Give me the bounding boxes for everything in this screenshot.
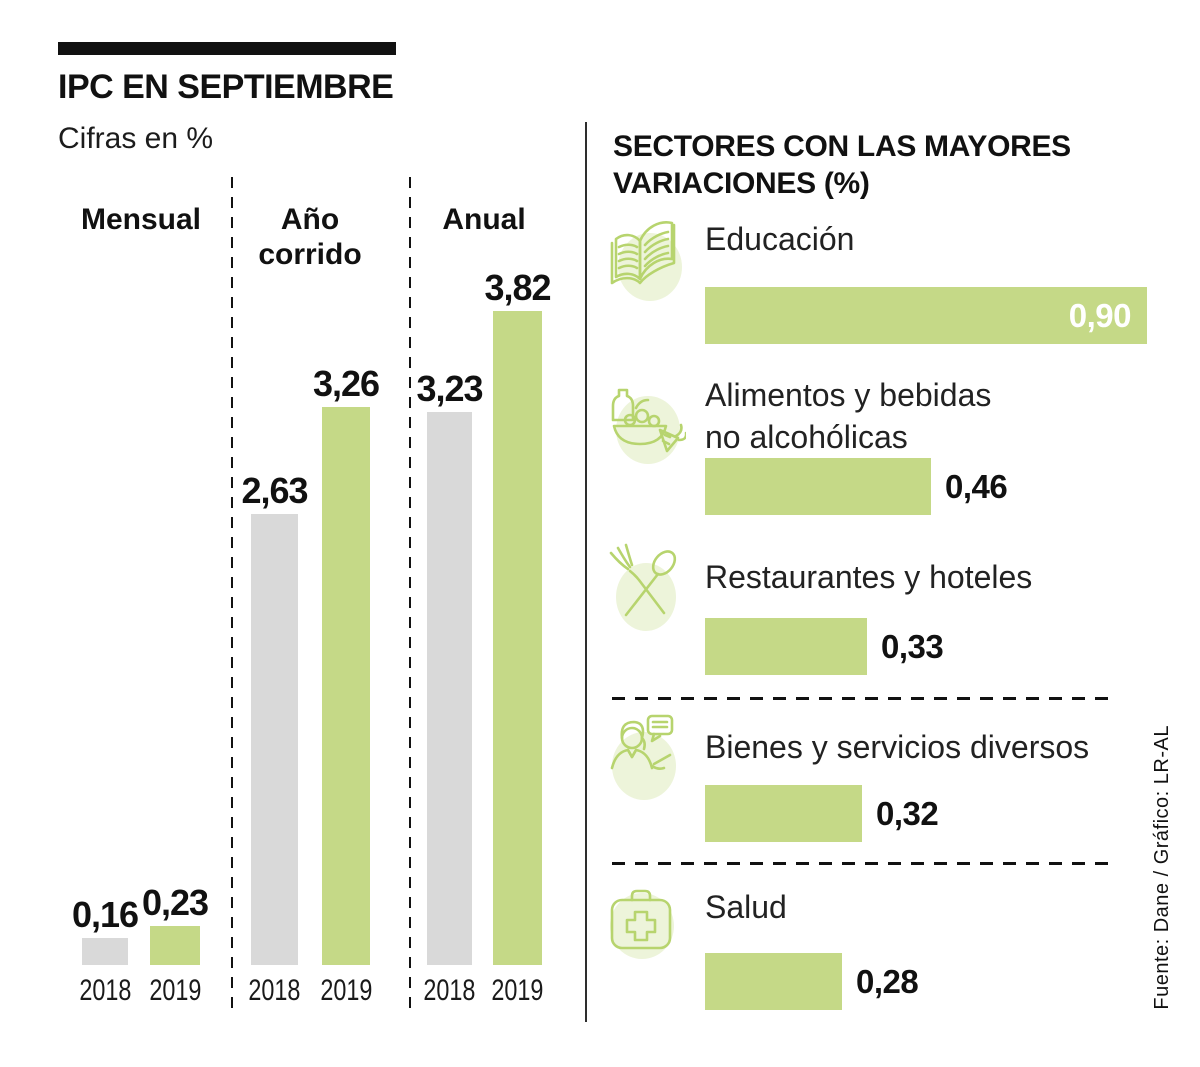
group-header-mensual: Mensual xyxy=(41,202,241,237)
sector-bar-row-alimentos: 0,46 xyxy=(705,458,1008,515)
group-header-line: Anual xyxy=(442,203,526,236)
sector-divider-dashed xyxy=(612,862,1112,865)
sectors-title-line: SECTORES CON LAS MAYORES xyxy=(613,130,1071,163)
sector-label-alimentos: Alimentos y bebidas no alcohólicas xyxy=(705,377,992,455)
sector-label-salud: Salud xyxy=(705,889,787,925)
sector-bar-row-bienes: 0,32 xyxy=(705,785,939,842)
bar-value-label: 0,23 xyxy=(141,882,209,923)
sector-divider-dashed xyxy=(612,697,1112,700)
sector-value: 0,33 xyxy=(881,627,944,665)
bar-column-mensual-2018: 0,16 2018 xyxy=(72,897,139,1007)
title-accent-bar xyxy=(58,42,396,55)
sector-bar-row-salud: 0,28 xyxy=(705,953,919,1010)
year-label: 2018 xyxy=(78,974,132,1007)
sector-bar-row-restaurantes: 0,33 xyxy=(705,618,944,675)
sector-label-bienes: Bienes y servicios diversos xyxy=(705,729,1090,765)
sector-label-restaurantes: Restaurantes y hoteles xyxy=(705,559,1033,595)
sector-bar-alimentos xyxy=(705,458,931,515)
sector-value: 0,46 xyxy=(945,467,1008,505)
bar-column-anual-2018: 3,23 2018 xyxy=(416,371,483,1007)
bar-column-anocorrido-2019: 3,26 2019 xyxy=(313,366,380,1007)
bar-value-label: 3,23 xyxy=(416,368,483,409)
first-aid-kit-icon xyxy=(602,876,686,972)
year-label: 2018 xyxy=(423,974,476,1007)
bar-anual-2018 xyxy=(427,412,472,965)
page-title: IPC EN SEPTIEMBRE xyxy=(58,68,394,106)
year-label: 2018 xyxy=(248,974,301,1007)
bar-mensual-2019 xyxy=(150,926,200,965)
group-header-line: Mensual xyxy=(80,203,202,236)
sector-bar-educacion xyxy=(705,287,1147,344)
bar-value-label: 3,26 xyxy=(312,363,380,404)
bar-column-anocorrido-2018: 2,63 2018 xyxy=(241,473,308,1007)
fork-spoon-icon xyxy=(602,543,686,639)
section-divider xyxy=(585,122,587,1022)
year-label: 2019 xyxy=(319,974,373,1007)
sectors-title-line: VARIACIONES (%) xyxy=(613,167,870,200)
bar-mensual-2018 xyxy=(82,938,128,965)
sector-bar-bienes xyxy=(705,785,862,842)
sector-bar-salud xyxy=(705,953,842,1010)
year-label: 2019 xyxy=(148,974,202,1007)
sector-value: 0,32 xyxy=(876,794,939,832)
person-chat-icon xyxy=(602,710,686,806)
sectors-title: SECTORES CON LAS MAYORES VARIACIONES (%) xyxy=(613,128,1071,202)
sector-value: 0,90 xyxy=(1068,296,1132,334)
sector-value: 0,28 xyxy=(856,962,919,1000)
group-header-anual: Anual xyxy=(404,202,564,237)
bar-value-label: 2,63 xyxy=(241,470,308,511)
bar-column-mensual-2019: 0,23 2019 xyxy=(142,885,209,1007)
group-header-line: corrido xyxy=(258,238,362,271)
bar-column-anual-2019: 3,82 2019 xyxy=(484,270,551,1007)
bar-anocorrido-2019 xyxy=(322,407,370,965)
groceries-icon xyxy=(602,378,688,474)
bar-anocorrido-2018 xyxy=(251,514,298,965)
sector-label-educacion: Educación xyxy=(705,221,855,257)
group-divider-dashed xyxy=(231,177,233,1015)
open-book-icon xyxy=(602,213,686,309)
page-subtitle: Cifras en % xyxy=(58,122,214,155)
bar-value-label: 0,16 xyxy=(71,894,139,935)
sector-bar-restaurantes xyxy=(705,618,867,675)
group-header-line: Año xyxy=(280,203,340,236)
group-divider-dashed xyxy=(409,177,411,1015)
sector-bar-row-educacion: 0,90 xyxy=(705,287,1147,344)
bar-value-label: 3,82 xyxy=(484,267,551,308)
source-credit: Fuente: Dane / Gráfico: LR-AL xyxy=(1151,725,1173,1010)
year-label: 2019 xyxy=(491,974,544,1007)
bar-anual-2019 xyxy=(493,311,542,965)
group-header-ano-corrido: Año corrido xyxy=(230,202,390,272)
